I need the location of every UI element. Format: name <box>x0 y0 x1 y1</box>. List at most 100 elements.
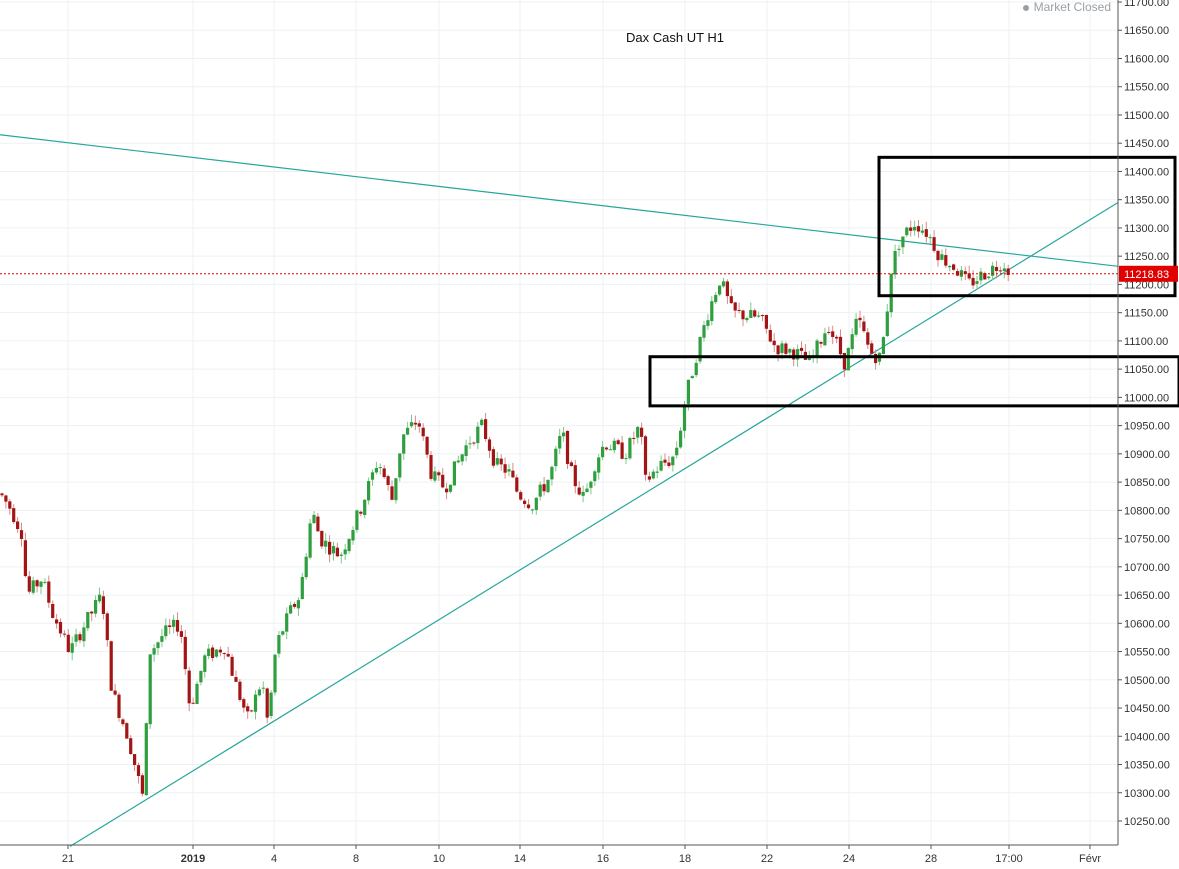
candle-body <box>203 655 207 672</box>
candle-body <box>199 670 203 683</box>
candle-body <box>889 273 893 313</box>
candle-body <box>86 611 90 629</box>
candle-body <box>515 477 519 492</box>
candle-body <box>593 471 597 482</box>
candle-body <box>136 765 141 776</box>
candle-body <box>250 710 254 712</box>
y-tick-label: 10250.00 <box>1124 816 1170 828</box>
candle-body <box>367 481 371 501</box>
candle-body <box>850 334 854 350</box>
candle-body <box>328 541 332 555</box>
candle-body <box>796 349 800 360</box>
candle-body <box>476 426 480 444</box>
candle-body <box>487 439 492 451</box>
y-tick-label: 10800.00 <box>1124 505 1170 517</box>
y-tick-label: 10500.00 <box>1124 675 1170 687</box>
candlestick-series <box>0 219 1010 797</box>
candle-body <box>909 227 913 231</box>
candle-body <box>753 310 757 317</box>
candle-body <box>542 484 546 492</box>
candle-body <box>897 248 901 250</box>
y-tick-label: 10650.00 <box>1124 590 1170 602</box>
candle-body <box>901 236 905 248</box>
candle-body <box>187 670 191 704</box>
candle-body <box>558 435 562 449</box>
candle-body <box>70 643 74 653</box>
candle-body <box>776 345 780 355</box>
candle-body <box>764 314 768 329</box>
candle-body <box>632 437 636 439</box>
candle-body <box>355 510 359 530</box>
market-status: Market Closed <box>1022 0 1111 14</box>
candle-body <box>526 504 531 509</box>
candle-body <box>101 596 105 614</box>
candle-body <box>433 471 437 481</box>
candle-body <box>819 342 823 344</box>
candle-body <box>519 492 523 500</box>
y-tick-label: 10300.00 <box>1124 788 1170 800</box>
candle-body <box>987 276 991 279</box>
candle-body <box>842 352 846 370</box>
y-tick-label: 11700.00 <box>1124 0 1169 9</box>
candle-body <box>448 484 453 492</box>
candle-body <box>292 603 297 607</box>
chart-title: Dax Cash UT H1 <box>626 30 725 45</box>
candle-body <box>994 267 999 271</box>
candle-body <box>589 481 593 488</box>
candle-body <box>16 521 20 530</box>
candle-body <box>140 775 144 794</box>
y-tick-label: 10850.00 <box>1124 477 1170 489</box>
y-tick-label: 10750.00 <box>1124 534 1170 546</box>
candle-body <box>429 455 433 479</box>
candle-body <box>0 493 4 496</box>
candle-body <box>870 343 874 354</box>
candle-body <box>963 271 967 274</box>
candle-body <box>913 226 917 231</box>
candle-body <box>499 458 503 465</box>
candle-body <box>530 509 534 511</box>
candle-body <box>647 476 651 480</box>
candle-body <box>682 404 687 431</box>
candle-body <box>331 546 336 554</box>
candle-body <box>991 265 995 276</box>
y-tick-label: 11300.00 <box>1124 223 1169 235</box>
candle-body <box>706 320 710 326</box>
candle-body <box>148 654 152 725</box>
candle-body <box>242 699 246 708</box>
candle-body <box>979 271 983 281</box>
candle-body <box>351 530 355 541</box>
candle-body <box>624 458 628 460</box>
candle-body <box>343 549 347 555</box>
candle-body <box>944 255 948 266</box>
candle-body <box>663 459 667 463</box>
candle-body <box>967 273 971 279</box>
y-tick-label: 11150.00 <box>1124 308 1168 320</box>
candle-body <box>511 470 515 478</box>
candle-body <box>838 336 843 355</box>
candle-body <box>784 343 788 354</box>
candle-body <box>175 620 180 632</box>
candle-body <box>534 497 538 511</box>
candle-body <box>133 754 137 765</box>
candle-body <box>421 427 425 437</box>
candle-body <box>304 556 308 578</box>
candle-body <box>281 631 285 635</box>
candle-body <box>815 340 819 357</box>
candle-body <box>386 476 390 485</box>
candle-body <box>718 285 722 295</box>
candle-body <box>694 362 698 376</box>
candle-body <box>757 315 761 317</box>
candle-body <box>835 336 839 339</box>
candle-body <box>655 471 659 473</box>
candle-body <box>214 649 219 657</box>
candle-body <box>772 340 776 346</box>
candle-body <box>480 419 484 426</box>
y-tick-label: 11250.00 <box>1124 251 1169 263</box>
candle-body <box>792 349 796 360</box>
candle-body <box>4 495 8 502</box>
candle-body <box>749 310 753 318</box>
candle-body <box>78 634 82 641</box>
candle-body <box>971 277 975 286</box>
candle-body <box>554 448 558 467</box>
